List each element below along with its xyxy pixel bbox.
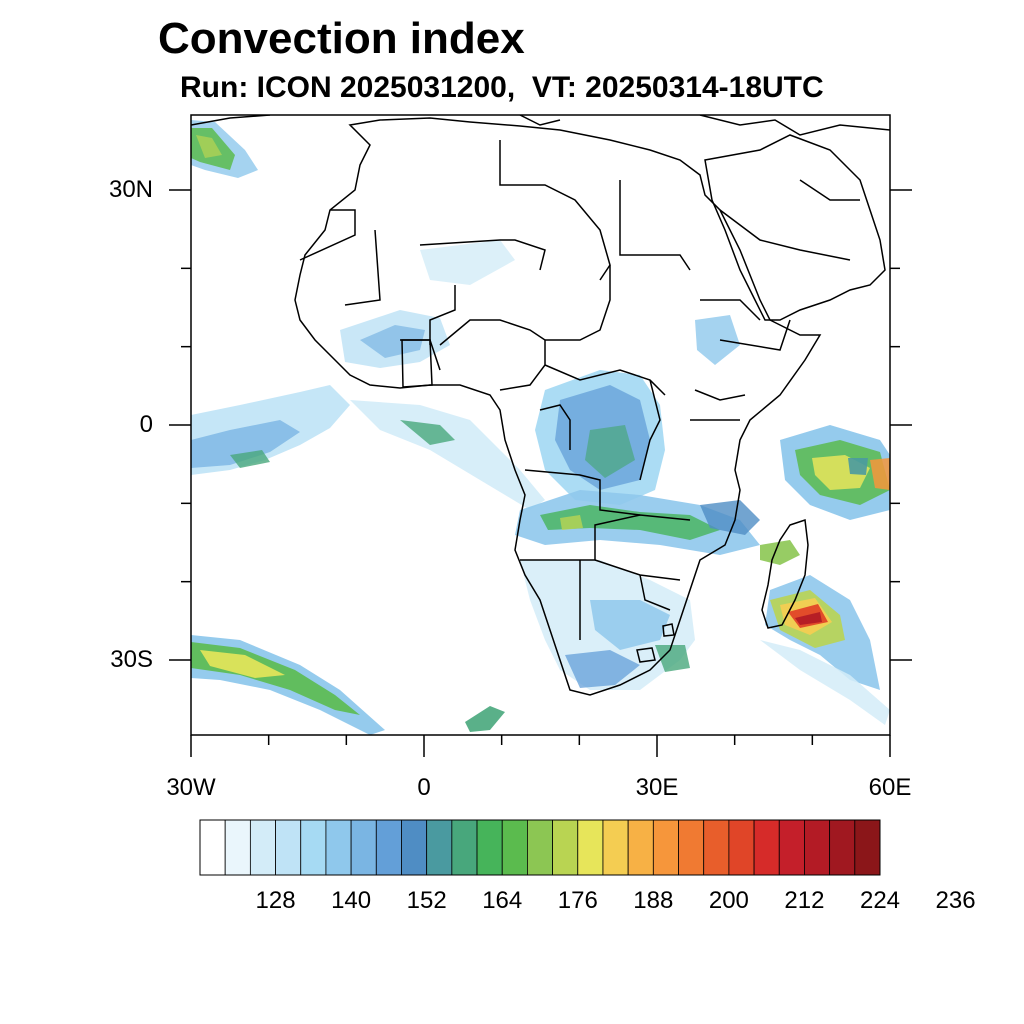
colorbar-swatch <box>678 819 705 876</box>
colorbar-swatch <box>300 819 327 876</box>
lat-tick-label: 30S <box>110 646 153 673</box>
colorbar-swatch <box>552 819 579 876</box>
colorbar-swatch <box>627 819 654 876</box>
colorbar-tick-label: 128 <box>255 887 296 914</box>
colorbar-tick-label: 188 <box>633 887 674 914</box>
colorbar-swatch <box>249 819 276 876</box>
lat-tick-label: 30N <box>108 176 153 203</box>
colorbar-tick-label: 200 <box>708 887 749 914</box>
colorbar-tick-label: 176 <box>557 887 598 914</box>
colorbar-swatch <box>224 819 251 876</box>
lon-tick-label: 0 <box>417 774 431 801</box>
colorbar-swatch <box>375 819 402 876</box>
colorbar-tick-label: 236 <box>935 887 976 914</box>
lon-tick-label: 60E <box>868 774 912 801</box>
colorbar-swatch <box>275 819 302 876</box>
colorbar-swatch <box>577 819 604 876</box>
colorbar-tick-label: 224 <box>859 887 901 914</box>
colorbar-frame <box>199 819 881 876</box>
colorbar-swatch <box>350 819 377 876</box>
lat-tick-label: 0 <box>139 411 153 438</box>
colorbar <box>199 819 881 876</box>
colorbar-swatch <box>602 819 629 876</box>
colorbar-swatch <box>527 819 553 876</box>
map-subtitle: Run: ICON 2025031200, VT: 20250314-18UTC <box>180 71 824 104</box>
convection-field <box>191 120 890 735</box>
colorbar-swatch <box>451 819 478 876</box>
colorbar-swatch <box>778 819 805 876</box>
axis-ticks <box>169 189 912 757</box>
colorbar-swatch <box>728 819 755 876</box>
colorbar-swatch <box>325 819 352 876</box>
colorbar-swatch <box>199 819 226 876</box>
coastlines-and-borders <box>191 115 890 696</box>
lon-tick-label: 30W <box>166 774 216 801</box>
colorbar-swatch <box>501 819 528 876</box>
colorbar-swatch <box>652 819 679 876</box>
colorbar-swatch <box>401 819 428 876</box>
colorbar-swatch <box>476 819 503 876</box>
colorbar-swatch <box>426 819 453 876</box>
colorbar-tick-label: 164 <box>482 887 523 914</box>
colorbar-tick-label: 212 <box>784 887 825 914</box>
colorbar-swatch <box>804 819 831 876</box>
lon-tick-label: 30E <box>635 774 679 801</box>
colorbar-swatch <box>753 819 780 876</box>
colorbar-swatch <box>829 819 856 876</box>
map-title: Convection index <box>158 14 525 63</box>
colorbar-swatch <box>854 819 881 876</box>
colorbar-tick-label: 152 <box>406 887 447 914</box>
colorbar-tick-label: 140 <box>331 887 372 914</box>
colorbar-swatch <box>703 819 730 876</box>
